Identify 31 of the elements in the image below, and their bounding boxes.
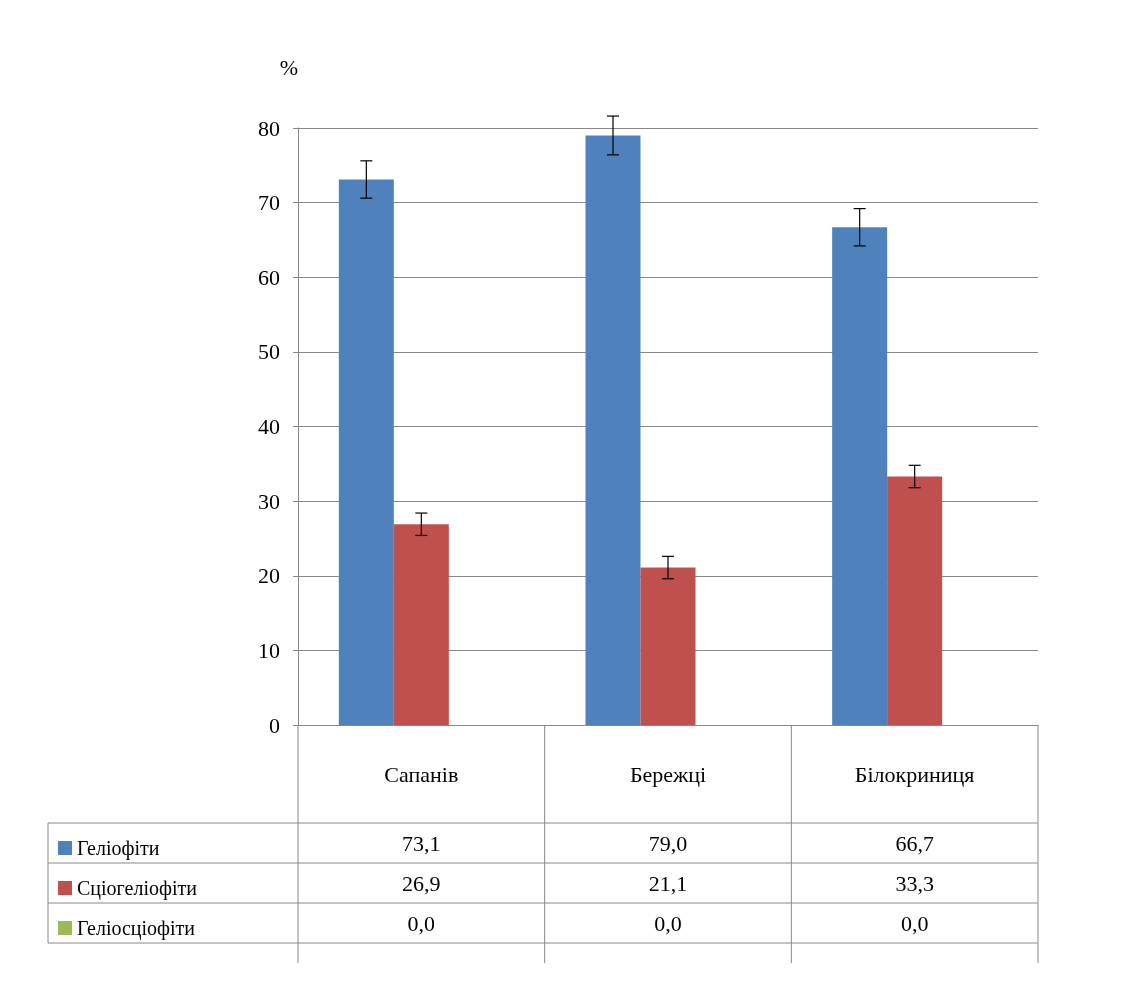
data-label: 0,0 xyxy=(900,910,929,936)
bar xyxy=(393,524,449,725)
bar xyxy=(832,227,888,725)
y-tick-label: 10 xyxy=(258,637,280,663)
data-label: 33,3 xyxy=(895,870,934,896)
data-label: 73,1 xyxy=(402,830,441,856)
y-tick-label: 70 xyxy=(258,190,280,216)
legend-label: Сціогеліофіти xyxy=(77,877,198,900)
y-axis-title: % xyxy=(279,54,298,80)
x-tick-label: Білокриниця xyxy=(854,761,975,787)
y-tick-label: 60 xyxy=(258,264,280,290)
data-label: 26,9 xyxy=(402,870,441,896)
x-tick-label: Сапанів xyxy=(384,761,459,787)
bar xyxy=(338,179,394,725)
y-tick-label: 0 xyxy=(269,712,280,738)
data-label: 21,1 xyxy=(648,870,688,896)
y-tick-label: 30 xyxy=(258,488,280,514)
legend-label: Геліофіти xyxy=(77,837,160,860)
legend-label: Геліосціофіти xyxy=(77,917,196,940)
data-label: 79,0 xyxy=(648,830,688,856)
x-tick-label: Бережці xyxy=(629,761,707,787)
y-tick-label: 20 xyxy=(258,563,280,589)
data-label: 66,7 xyxy=(895,830,934,856)
bar xyxy=(585,135,641,725)
bar xyxy=(887,476,943,725)
data-label: 0,0 xyxy=(407,910,436,936)
y-tick-label: 50 xyxy=(258,339,280,365)
y-tick-label: 40 xyxy=(258,414,280,439)
bar xyxy=(640,567,696,725)
y-tick-label: 80 xyxy=(258,115,280,141)
data-label: 0,0 xyxy=(654,910,682,936)
